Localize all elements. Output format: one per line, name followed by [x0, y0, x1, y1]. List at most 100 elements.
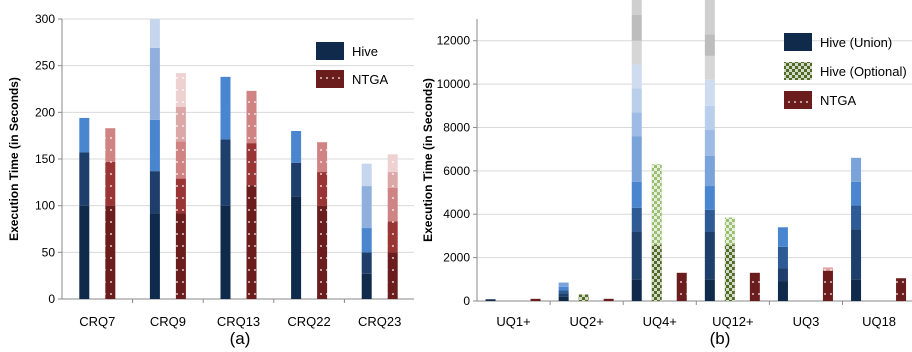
y-tick-label: 0 — [463, 294, 470, 308]
bar-segment — [704, 186, 715, 210]
bar-segment — [631, 231, 642, 280]
bar-segment-pattern — [105, 128, 116, 162]
bar-segment — [777, 246, 788, 269]
bar-segment — [704, 0, 715, 35]
y-tick-label: 50 — [42, 245, 56, 259]
bar-segment — [220, 139, 231, 206]
bar-segment-pattern — [246, 90, 257, 144]
bar-segment — [149, 213, 160, 299]
bar-segment — [777, 227, 788, 247]
legend-label: NTGA — [352, 72, 388, 87]
bar-segment — [704, 79, 715, 106]
bar-segment — [704, 55, 715, 80]
bar-segment — [631, 181, 642, 208]
y-tick-label: 4000 — [443, 207, 470, 221]
bar-segment-pattern — [387, 154, 398, 173]
legend-swatch-pattern — [316, 70, 344, 88]
bar-segment-pattern — [896, 278, 907, 301]
bar-segment — [631, 0, 642, 15]
bar-segment — [704, 129, 715, 156]
y-tick-label: 10000 — [437, 77, 471, 91]
x-tick-label: CRQ22 — [287, 314, 330, 329]
bar-segment — [704, 105, 715, 130]
bar-segment — [558, 296, 569, 301]
bar-segment-pattern — [175, 73, 186, 107]
bar-segment — [777, 281, 788, 301]
bar-segment-pattern — [317, 172, 328, 206]
legend-label: Hive — [352, 44, 378, 59]
legend-label: NTGA — [820, 93, 856, 108]
legend-swatch — [316, 42, 344, 60]
bar-segment — [851, 157, 862, 182]
y-tick-label: 12000 — [437, 34, 471, 48]
bar-segment-pattern — [175, 213, 186, 299]
bar-segment — [79, 205, 90, 299]
bar-segment — [361, 186, 372, 229]
bar-segment-pattern — [651, 164, 662, 245]
chart-caption: (b) — [710, 329, 731, 348]
bar-segment — [361, 228, 372, 253]
legend-swatch-pattern — [784, 62, 812, 80]
x-tick-label: UQ2+ — [569, 314, 603, 329]
bar-segment — [79, 152, 90, 206]
bar-segment — [631, 112, 642, 137]
bar-segment — [851, 229, 862, 280]
bar-segment-pattern — [387, 172, 398, 188]
bar-segment-pattern — [105, 205, 116, 299]
y-tick-label: 150 — [35, 152, 55, 166]
y-tick-label: 200 — [35, 105, 55, 119]
x-tick-label: UQ1+ — [496, 314, 530, 329]
bar-segment-pattern — [387, 221, 398, 253]
bar-segment-pattern — [175, 178, 186, 214]
bar-segment — [631, 40, 642, 65]
bar-segment-pattern — [749, 272, 760, 301]
bar-segment — [851, 181, 862, 206]
legend-label: Hive (Union) — [820, 35, 892, 50]
bar-segment-pattern — [530, 298, 541, 301]
y-tick-label: 250 — [35, 59, 55, 73]
chart-a: 0 50 100 150 200 250 300 CRQ7 CRQ9 CRQ13 CRQ22 CRQ2… — [7, 12, 414, 348]
bar-segment — [149, 119, 160, 172]
bar-segment — [485, 299, 496, 301]
bar-segment — [220, 76, 231, 140]
bar-segment — [361, 252, 372, 274]
bar-segment-pattern — [651, 244, 662, 301]
bar-segment — [220, 205, 231, 299]
bar-segment-pattern — [822, 267, 833, 271]
y-tick-label: 8000 — [443, 120, 470, 134]
bar-segment — [149, 19, 160, 48]
x-tick-label: UQ3 — [793, 314, 820, 329]
bar-segment-pattern — [246, 143, 257, 186]
bar-segment-pattern — [175, 141, 186, 179]
bar-segment — [631, 207, 642, 232]
legend-swatch-pattern — [784, 91, 812, 109]
bar-segment-pattern — [822, 270, 833, 301]
legend-swatch — [784, 33, 812, 51]
bar-segment — [79, 117, 90, 153]
bar-segment-pattern — [676, 272, 687, 301]
y-tick-label: 100 — [35, 199, 55, 213]
bar-segment-pattern — [578, 294, 589, 301]
y-tick-label: 6000 — [443, 164, 470, 178]
bar-segment — [631, 279, 642, 301]
bar-segment — [631, 64, 642, 89]
bar-segment — [291, 131, 302, 163]
y-tick-label: 2000 — [443, 251, 470, 265]
bar-segment — [777, 268, 788, 282]
x-tick-label: CRQ23 — [358, 314, 401, 329]
bar-segment-pattern — [105, 161, 116, 206]
bar-segment — [558, 282, 569, 287]
bar-segment — [631, 136, 642, 182]
chart-b: 0 2000 4000 6000 8000 10000 12000 UQ1+ UQ2+ UQ4+ U… — [421, 0, 912, 348]
y-tick-label: 300 — [35, 12, 55, 26]
bar-segment-pattern — [175, 106, 186, 142]
bar-segment — [361, 273, 372, 299]
x-tick-label: CRQ9 — [150, 314, 186, 329]
bar-segment — [631, 88, 642, 113]
bar-segment — [851, 279, 862, 301]
bar-segment-pattern — [387, 187, 398, 222]
bar-segment — [558, 290, 569, 294]
y-axis-label: Execution Time (in Seconds) — [421, 78, 435, 242]
bar-segment — [851, 205, 862, 230]
